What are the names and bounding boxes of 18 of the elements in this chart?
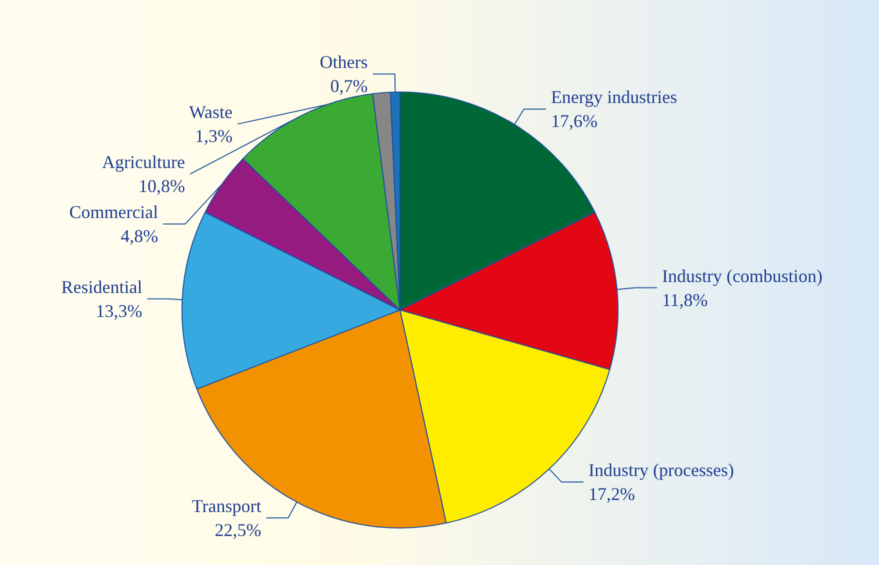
data-label: 0,7% (330, 76, 368, 96)
data-label: 13,3% (96, 300, 142, 321)
data-label: 10,8% (138, 176, 186, 196)
slice-label: Industry (combustion) (662, 266, 822, 286)
slice-label: Energy industries (550, 87, 678, 108)
data-label: 1,3% (195, 126, 233, 146)
data-label: 17,2% (588, 484, 636, 504)
slice-label: Transport (192, 496, 262, 516)
slice-label: Commercial (69, 202, 158, 222)
slice-label: Others (320, 52, 368, 72)
data-label: 22,5% (214, 520, 262, 540)
slice-label: Industry (processes) (588, 460, 734, 480)
data-label: 11,8% (662, 290, 708, 310)
data-label: 4,8% (120, 226, 158, 246)
slice-label: Residential (61, 276, 142, 297)
data-label: 17,6% (550, 111, 598, 132)
slice-label: Agriculture (102, 152, 186, 172)
slice-label: Waste (188, 102, 233, 122)
